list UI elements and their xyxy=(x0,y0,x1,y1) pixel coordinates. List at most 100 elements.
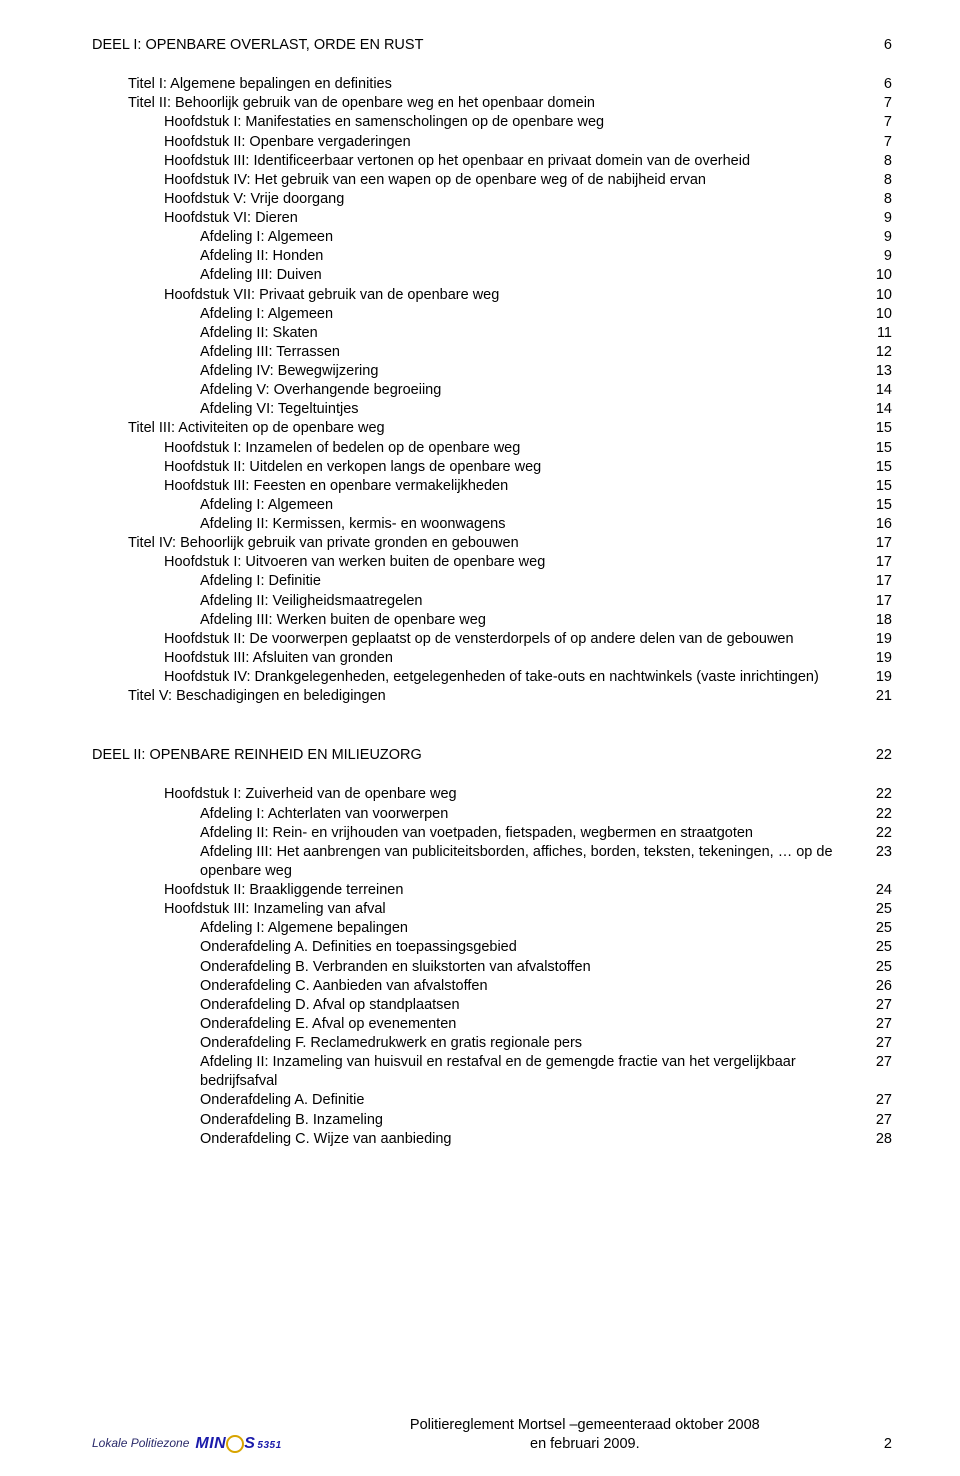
toc-label: Afdeling I: Algemeen xyxy=(200,228,864,247)
footer-zone-number: 5351 xyxy=(257,1440,281,1451)
toc-page-number: 7 xyxy=(864,94,892,113)
toc-page-number: 22 xyxy=(864,824,892,843)
toc-label: Hoofdstuk II: De voorwerpen geplaatst op… xyxy=(164,630,864,649)
toc-page-number: 17 xyxy=(864,572,892,591)
toc-label: Afdeling I: Algemeen xyxy=(200,305,864,324)
toc-row: Afdeling II: Rein- en vrijhouden van voe… xyxy=(200,824,892,843)
toc-row: Afdeling II: Veiligheidsmaatregelen17 xyxy=(200,592,892,611)
toc-page-number: 27 xyxy=(864,1091,892,1110)
toc-page-number: 9 xyxy=(864,209,892,228)
toc-label: Hoofdstuk V: Vrije doorgang xyxy=(164,190,864,209)
toc-row: Afdeling IV: Bewegwijzering13 xyxy=(200,362,892,381)
toc-row: Afdeling I: Algemeen10 xyxy=(200,305,892,324)
toc-label: Afdeling II: Inzameling van huisvuil en … xyxy=(200,1053,864,1091)
toc-label: Afdeling II: Rein- en vrijhouden van voe… xyxy=(200,824,864,843)
toc-page-number: 26 xyxy=(864,977,892,996)
toc-row: Onderafdeling F. Reclamedrukwerk en grat… xyxy=(200,1034,892,1053)
toc-label: Afdeling IV: Bewegwijzering xyxy=(200,362,864,381)
footer-line2: en februari 2009. xyxy=(302,1435,868,1454)
toc-row: Afdeling II: Honden9 xyxy=(200,247,892,266)
toc-page-number: 6 xyxy=(864,75,892,94)
toc-label: Afdeling V: Overhangende begroeiing xyxy=(200,381,864,400)
toc-page-number: 9 xyxy=(864,228,892,247)
toc-label: Afdeling I: Algemeen xyxy=(200,496,864,515)
toc-label: Afdeling II: Kermissen, kermis- en woonw… xyxy=(200,515,864,534)
toc-part1: DEEL I: OPENBARE OVERLAST, ORDE EN RUST6… xyxy=(92,36,892,706)
toc-label: Onderafdeling D. Afval op standplaatsen xyxy=(200,996,864,1015)
toc-label: Hoofdstuk I: Manifestaties en samenschol… xyxy=(164,113,864,132)
toc-row: Titel I: Algemene bepalingen en definiti… xyxy=(128,75,892,94)
footer-logo-brand: MINS5351 xyxy=(195,1433,281,1454)
toc-row: Afdeling II: Inzameling van huisvuil en … xyxy=(200,1053,892,1091)
toc-label: Onderafdeling B. Inzameling xyxy=(200,1111,864,1130)
toc-row: Afdeling I: Achterlaten van voorwerpen22 xyxy=(200,805,892,824)
toc-page-number: 18 xyxy=(864,611,892,630)
toc-row: Hoofdstuk IV: Het gebruik van een wapen … xyxy=(164,171,892,190)
toc-label: Onderafdeling F. Reclamedrukwerk en grat… xyxy=(200,1034,864,1053)
toc-label: Hoofdstuk II: Uitdelen en verkopen langs… xyxy=(164,458,864,477)
toc-row: Afdeling I: Definitie17 xyxy=(200,572,892,591)
footer-line1: Politiereglement Mortsel –gemeenteraad o… xyxy=(302,1416,868,1435)
toc-label: DEEL I: OPENBARE OVERLAST, ORDE EN RUST xyxy=(92,36,864,55)
toc-row: Onderafdeling B. Verbranden en sluikstor… xyxy=(200,958,892,977)
toc-label: Hoofdstuk II: Openbare vergaderingen xyxy=(164,133,864,152)
toc-label: Afdeling I: Definitie xyxy=(200,572,864,591)
toc-page-number: 8 xyxy=(864,171,892,190)
toc-row: Afdeling II: Kermissen, kermis- en woonw… xyxy=(200,515,892,534)
toc-label: Titel III: Activiteiten op de openbare w… xyxy=(128,419,864,438)
toc-label: Onderafdeling B. Verbranden en sluikstor… xyxy=(200,958,864,977)
toc-page-number: 15 xyxy=(864,439,892,458)
toc-page-number: 21 xyxy=(864,687,892,706)
toc-page-number: 16 xyxy=(864,515,892,534)
toc-page-number: 15 xyxy=(864,419,892,438)
toc-page-number: 25 xyxy=(864,958,892,977)
toc-page-number: 7 xyxy=(864,113,892,132)
toc-row: Onderafdeling E. Afval op evenementen27 xyxy=(200,1015,892,1034)
toc-label: Afdeling III: Werken buiten de openbare … xyxy=(200,611,864,630)
page-footer: Lokale Politiezone MINS5351 Politieregle… xyxy=(92,1416,892,1454)
toc-row: Hoofdstuk I: Zuiverheid van de openbare … xyxy=(164,785,892,804)
toc-page-number: 12 xyxy=(864,343,892,362)
toc-row: Hoofdstuk II: De voorwerpen geplaatst op… xyxy=(164,630,892,649)
toc-row: Titel II: Behoorlijk gebruik van de open… xyxy=(128,94,892,113)
toc-page-number: 15 xyxy=(864,496,892,515)
toc-label: Hoofdstuk I: Zuiverheid van de openbare … xyxy=(164,785,864,804)
toc-page-number: 25 xyxy=(864,938,892,957)
toc-row: Hoofdstuk VI: Dieren9 xyxy=(164,209,892,228)
toc-row: Onderafdeling D. Afval op standplaatsen2… xyxy=(200,996,892,1015)
toc-label: DEEL II: OPENBARE REINHEID EN MILIEUZORG xyxy=(92,746,864,765)
toc-row: Hoofdstuk I: Inzamelen of bedelen op de … xyxy=(164,439,892,458)
toc-label: Hoofdstuk VI: Dieren xyxy=(164,209,864,228)
toc-page-number: 7 xyxy=(864,133,892,152)
toc-label: Afdeling III: Terrassen xyxy=(200,343,864,362)
toc-page-number: 24 xyxy=(864,881,892,900)
toc-page-number: 22 xyxy=(864,746,892,765)
toc-label: Hoofdstuk III: Identificeerbaar vertonen… xyxy=(164,152,864,171)
toc-page-number: 14 xyxy=(864,400,892,419)
toc-row: Hoofdstuk II: Braakliggende terreinen24 xyxy=(164,881,892,900)
toc-row: Onderafdeling A. Definitie27 xyxy=(200,1091,892,1110)
toc-page-number: 10 xyxy=(864,266,892,285)
toc-row: Hoofdstuk II: Openbare vergaderingen7 xyxy=(164,133,892,152)
toc-label: Onderafdeling E. Afval op evenementen xyxy=(200,1015,864,1034)
toc-page-number: 23 xyxy=(864,843,892,862)
toc-label: Titel V: Beschadigingen en beledigingen xyxy=(128,687,864,706)
toc-page-number: 19 xyxy=(864,668,892,687)
toc-page-number: 17 xyxy=(864,553,892,572)
toc-label: Hoofdstuk III: Inzameling van afval xyxy=(164,900,864,919)
toc-page-number: 27 xyxy=(864,1053,892,1072)
toc-label: Afdeling I: Achterlaten van voorwerpen xyxy=(200,805,864,824)
spacer xyxy=(92,726,892,746)
toc-page-number: 6 xyxy=(864,36,892,55)
spacer xyxy=(92,765,892,785)
footer-logo: Lokale Politiezone MINS5351 xyxy=(92,1433,282,1454)
toc-page-number: 27 xyxy=(864,1034,892,1053)
footer-page-number: 2 xyxy=(868,1435,892,1454)
toc-row: Titel IV: Behoorlijk gebruik van private… xyxy=(128,534,892,553)
toc-page-number: 25 xyxy=(864,900,892,919)
toc-row: Afdeling I: Algemeen9 xyxy=(200,228,892,247)
toc-row: Hoofdstuk II: Uitdelen en verkopen langs… xyxy=(164,458,892,477)
toc-row: DEEL I: OPENBARE OVERLAST, ORDE EN RUST6 xyxy=(92,36,892,55)
toc-page-number: 19 xyxy=(864,630,892,649)
toc-label: Hoofdstuk II: Braakliggende terreinen xyxy=(164,881,864,900)
